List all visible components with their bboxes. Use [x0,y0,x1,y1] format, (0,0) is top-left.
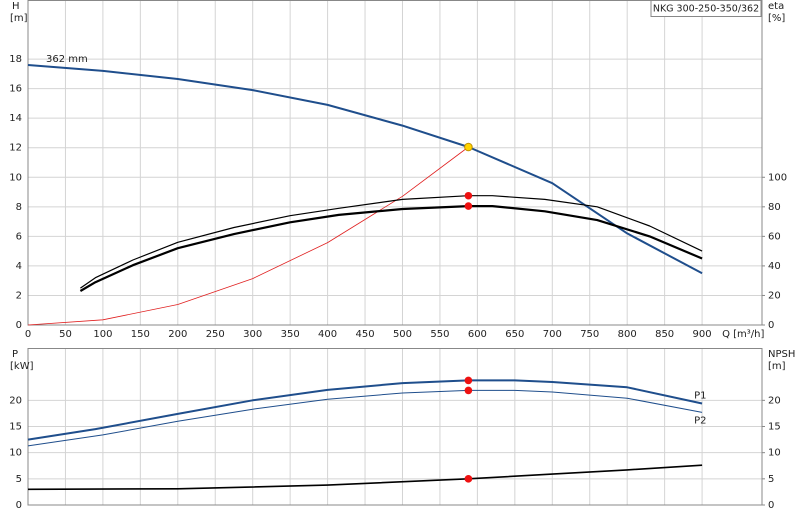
operating-point [464,376,473,385]
y-tick-label: 20 [9,395,22,406]
x-tick-label: 550 [430,329,449,340]
y-tick-label: 15 [9,422,22,433]
y2-axis-label: NPSH [768,349,795,360]
y-tick-label: 0 [16,500,22,511]
y2-tick-label: 0 [768,500,774,511]
y-tick-label: 14 [9,113,22,124]
curve [27,146,469,326]
x-tick-label: 900 [693,329,712,340]
x-tick-label: 750 [580,329,599,340]
y-axis-unit: [kW] [10,361,34,372]
curve [27,389,703,447]
y-axis-label: H [12,1,20,12]
chart-title: NKG 300-250-350/362 [653,4,759,15]
y-tick-label: 10 [9,448,22,459]
y2-axis-label: eta [768,1,784,12]
y-tick-label: 18 [9,54,22,65]
y2-tick-label: 40 [768,261,781,272]
y2-tick-label: 60 [768,231,781,242]
operating-point [464,142,473,152]
x-tick-label: 350 [281,329,300,340]
plot-frame [27,348,763,506]
x-tick-label: 850 [655,329,674,340]
operating-point [464,191,473,200]
operating-point [464,475,473,483]
series-label: P2 [694,415,706,426]
curve [27,64,703,275]
x-tick-label: 250 [206,329,225,340]
x-tick-label: 300 [243,329,262,340]
y-tick-label: 8 [16,202,22,213]
y-tick-label: 6 [16,231,22,242]
y-axis-unit: [m] [10,13,28,24]
y-tick-label: 16 [9,84,22,95]
x-tick-label: 150 [131,329,150,340]
y2-tick-label: 0 [768,320,774,331]
x-tick-label: 200 [168,329,187,340]
x-tick-label: 100 [93,329,112,340]
x-axis-label: Q [m³/h] [722,329,764,340]
plot-frame [27,0,763,326]
series-label: P1 [694,390,706,401]
y2-axis-unit: [%] [768,13,785,24]
y-tick-label: 2 [16,290,22,301]
y-tick-label: 12 [9,143,22,154]
x-tick-label: 600 [468,329,487,340]
y-axis-label: P [12,349,18,360]
curve [80,195,703,289]
curve [79,205,703,292]
y-tick-label: 10 [9,172,22,183]
y2-tick-label: 20 [768,395,781,406]
operating-point [464,386,473,395]
x-tick-label: 500 [393,329,412,340]
y2-tick-label: 100 [768,172,787,183]
x-tick-label: 0 [25,329,31,340]
y2-tick-label: 5 [768,474,774,485]
x-tick-label: 650 [505,329,524,340]
y-tick-label: 0 [16,320,22,331]
x-tick-label: 450 [355,329,374,340]
y2-tick-label: 20 [768,290,781,301]
y2-tick-label: 10 [768,448,781,459]
y2-axis-unit: [m] [768,361,786,372]
x-tick-label: 400 [318,329,337,340]
x-tick-label: 700 [543,329,562,340]
curve [27,379,703,441]
y2-tick-label: 15 [768,422,781,433]
x-tick-label: 800 [618,329,637,340]
x-tick-label: 50 [59,329,72,340]
y-tick-label: 4 [16,261,22,272]
y-tick-label: 5 [16,474,22,485]
title-box [650,0,762,17]
series-label: 362 mm [46,54,88,65]
operating-point [464,202,473,210]
y2-tick-label: 80 [768,202,781,213]
